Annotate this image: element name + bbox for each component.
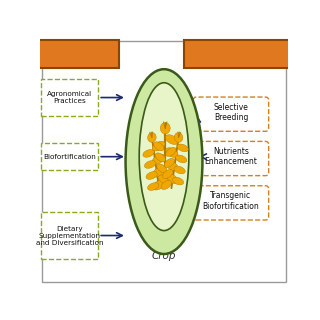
- Ellipse shape: [148, 183, 159, 190]
- Ellipse shape: [174, 166, 185, 174]
- Ellipse shape: [161, 180, 171, 189]
- Ellipse shape: [148, 132, 156, 142]
- FancyBboxPatch shape: [41, 212, 98, 259]
- Ellipse shape: [164, 158, 174, 167]
- Ellipse shape: [160, 123, 170, 134]
- Text: Selective
Breeding: Selective Breeding: [213, 103, 248, 122]
- Ellipse shape: [157, 164, 167, 173]
- FancyBboxPatch shape: [193, 186, 269, 220]
- Ellipse shape: [176, 155, 187, 163]
- Ellipse shape: [155, 153, 165, 162]
- Ellipse shape: [165, 174, 178, 183]
- FancyBboxPatch shape: [37, 40, 119, 68]
- Ellipse shape: [146, 172, 157, 179]
- Ellipse shape: [139, 83, 189, 231]
- Text: Nutrients
Enhancement: Nutrients Enhancement: [204, 147, 257, 166]
- Ellipse shape: [172, 177, 184, 185]
- Ellipse shape: [152, 154, 165, 164]
- Ellipse shape: [165, 135, 178, 144]
- Ellipse shape: [177, 144, 188, 152]
- Ellipse shape: [152, 167, 165, 177]
- Ellipse shape: [152, 141, 165, 151]
- Text: Biofortification: Biofortification: [44, 154, 96, 160]
- Ellipse shape: [158, 175, 169, 184]
- Ellipse shape: [143, 149, 154, 157]
- FancyBboxPatch shape: [193, 97, 269, 131]
- Ellipse shape: [165, 161, 178, 171]
- FancyBboxPatch shape: [193, 141, 269, 176]
- Text: Biofortification
Methods: Biofortification Methods: [206, 47, 266, 60]
- Text: Crop: Crop: [152, 252, 176, 261]
- FancyBboxPatch shape: [41, 143, 98, 170]
- FancyBboxPatch shape: [184, 40, 293, 68]
- Ellipse shape: [154, 142, 164, 151]
- Text: Micronutrient Fortification
Approaches: Micronutrient Fortification Approaches: [22, 47, 128, 60]
- Ellipse shape: [166, 147, 176, 156]
- Ellipse shape: [163, 169, 173, 179]
- Ellipse shape: [165, 148, 178, 157]
- Ellipse shape: [174, 132, 183, 142]
- Text: Dietary
Supplementation
and Diversification: Dietary Supplementation and Diversificat…: [36, 226, 103, 245]
- Ellipse shape: [125, 69, 203, 254]
- Ellipse shape: [152, 180, 165, 190]
- FancyBboxPatch shape: [41, 79, 98, 116]
- Text: Transgenic
Biofortification: Transgenic Biofortification: [203, 191, 259, 211]
- Ellipse shape: [144, 161, 156, 168]
- Text: Agronomical
Practices: Agronomical Practices: [47, 91, 92, 104]
